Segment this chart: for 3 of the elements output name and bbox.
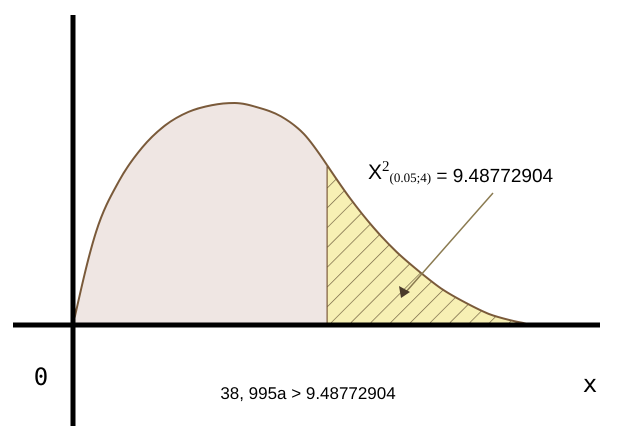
text: 38, 995a > 9.48772904 <box>220 384 396 403</box>
x-axis-title: x <box>582 370 598 398</box>
text: 0 <box>34 363 48 391</box>
